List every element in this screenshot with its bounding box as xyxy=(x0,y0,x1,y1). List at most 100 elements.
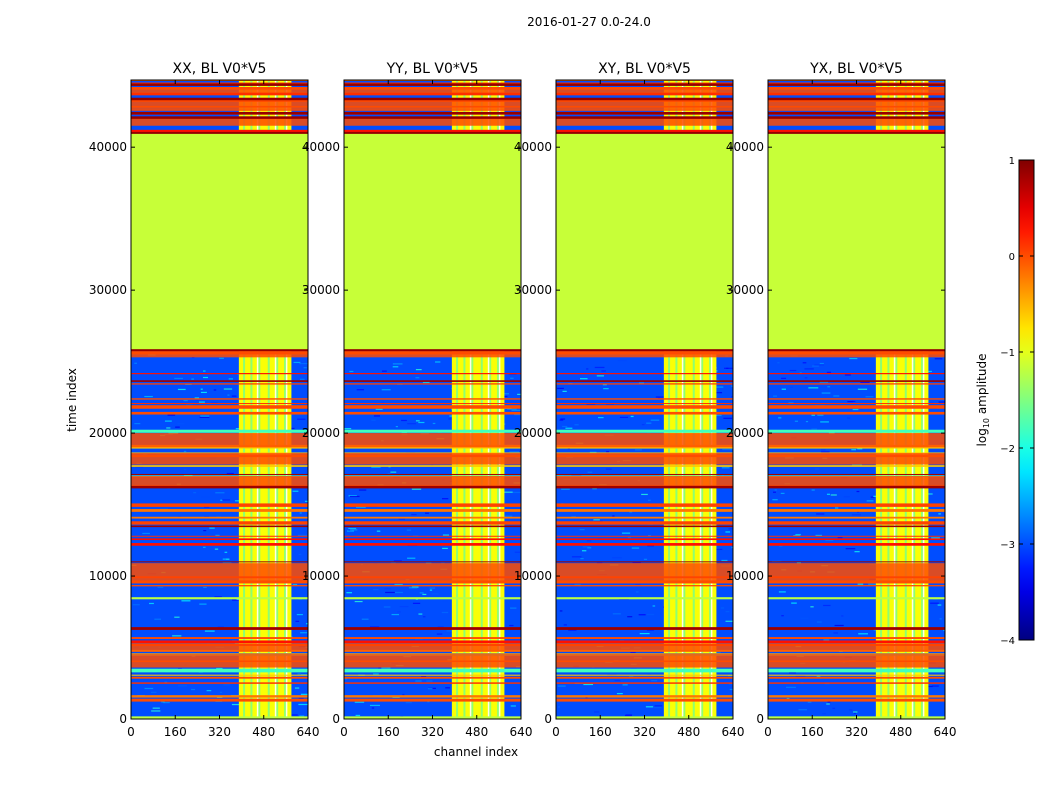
heatmap-speckle xyxy=(845,548,856,550)
heatmap-speckle xyxy=(943,629,945,631)
heatmap-speckle xyxy=(183,468,187,471)
x-tick-label: 640 xyxy=(510,725,533,739)
heatmap-speckle xyxy=(654,705,663,707)
heatmap-speckle xyxy=(728,528,733,530)
heatmap-speckle xyxy=(510,705,516,707)
heatmap-speckle xyxy=(587,710,593,712)
x-tick-label: 640 xyxy=(934,725,957,739)
heatmap-speckle xyxy=(571,556,582,558)
heatmap-speckle xyxy=(213,389,217,391)
heatmap-speckle xyxy=(399,606,409,608)
heatmap-speckle xyxy=(520,593,521,595)
heatmap-speckle xyxy=(369,626,380,628)
y-tick-label: 10000 xyxy=(726,569,764,583)
y-axis-label: time index xyxy=(65,368,79,432)
heatmap-speckle xyxy=(415,420,420,422)
heatmap-time-stripe xyxy=(131,516,308,519)
heatmap-speckle xyxy=(215,534,220,536)
x-tick-label: 480 xyxy=(252,725,275,739)
x-tick-label: 480 xyxy=(465,725,488,739)
heatmap-time-stripe xyxy=(344,473,521,475)
heatmap-speckle xyxy=(622,684,628,686)
heatmap-time-stripe xyxy=(556,383,733,385)
heatmap-speckle xyxy=(502,515,513,517)
heatmap-time-block xyxy=(556,475,733,486)
heatmap-speckle xyxy=(786,686,796,688)
heatmap-time-stripe xyxy=(344,485,521,489)
heatmap-time-stripe xyxy=(344,543,521,546)
heatmap-speckle xyxy=(562,390,567,392)
heatmap-time-stripe xyxy=(131,698,308,702)
heatmap-speckle xyxy=(621,532,631,534)
heatmap-speckle xyxy=(441,611,449,614)
heatmap-speckle xyxy=(206,690,212,692)
heatmap-speckle xyxy=(223,388,233,390)
heatmap-speckle xyxy=(375,408,383,410)
heatmap-speckle xyxy=(625,714,633,716)
heatmap-speckle xyxy=(789,672,796,674)
heatmap-speckle xyxy=(297,673,301,675)
heatmap-speckle xyxy=(804,368,814,370)
heatmap-speckle xyxy=(657,551,661,553)
heatmap-red-line xyxy=(131,97,308,101)
heatmap-speckle xyxy=(411,488,422,490)
y-tick-label: 30000 xyxy=(302,283,340,297)
heatmap-speckle xyxy=(391,613,400,616)
heatmap-speckle xyxy=(358,489,367,491)
heatmap-time-stripe xyxy=(131,580,308,584)
x-tick-label: 0 xyxy=(764,725,772,739)
heatmap-time-stripe xyxy=(344,516,521,519)
heatmap-speckle xyxy=(791,389,795,391)
heatmap-speckle xyxy=(653,706,662,709)
heatmap-time-block xyxy=(768,433,945,448)
heatmap-speckle xyxy=(222,499,231,501)
heatmap-time-block xyxy=(131,350,308,358)
y-tick-label: 10000 xyxy=(302,569,340,583)
heatmap-speckle xyxy=(601,370,606,372)
heatmap-speckle xyxy=(291,714,298,716)
colorbar-tick-label: −1 xyxy=(1000,348,1015,359)
heatmap-speckle xyxy=(606,451,610,453)
x-tick-label: 0 xyxy=(552,725,560,739)
heatmap-image xyxy=(131,80,308,719)
heatmap-speckle xyxy=(402,694,405,696)
heatmap-flagged-region xyxy=(131,132,308,351)
heatmap-speckle xyxy=(511,409,521,411)
heatmap-time-stripe xyxy=(768,465,945,467)
heatmap-speckle xyxy=(381,389,391,391)
heatmap-speckle xyxy=(183,399,188,402)
heatmap-red-line xyxy=(344,112,521,115)
heatmap-speckle xyxy=(646,422,652,424)
heatmap-speckle xyxy=(870,496,875,498)
heatmap-time-stripe xyxy=(344,452,521,454)
heatmap-speckle xyxy=(418,613,423,615)
colorbar-label-base: log xyxy=(975,428,989,446)
heatmap-speckle xyxy=(614,680,621,682)
figure-suptitle: 2016-01-27 0.0-24.0 xyxy=(527,15,651,29)
heatmap-time-stripe xyxy=(344,561,521,563)
heatmap-time-stripe xyxy=(768,668,945,673)
heatmap-flagged-edge xyxy=(344,349,521,352)
heatmap-speckle xyxy=(427,701,430,703)
heatmap-time-stripe xyxy=(131,92,308,96)
heatmap-time-stripe xyxy=(344,521,521,525)
heatmap-time-stripe xyxy=(344,597,521,600)
heatmap-time-stripe xyxy=(131,538,308,541)
x-tick-label: 160 xyxy=(164,725,187,739)
heatmap-speckle xyxy=(814,364,825,366)
panel-title: YY, BL V0*V5 xyxy=(386,61,479,77)
heatmap-speckle xyxy=(560,418,566,420)
heatmap-speckle xyxy=(392,366,399,368)
heatmap-speckle xyxy=(292,490,299,492)
heatmap-time-stripe xyxy=(768,597,945,600)
heatmap-time-stripe xyxy=(768,585,945,587)
heatmap-time-block xyxy=(768,453,945,465)
x-tick-label: 320 xyxy=(421,725,444,739)
heatmap-time-block xyxy=(768,350,945,358)
heatmap-time-stripe xyxy=(344,383,521,385)
heatmap-speckle xyxy=(405,702,412,704)
heatmap-speckle xyxy=(151,710,161,712)
heatmap-speckle xyxy=(559,419,564,421)
heatmap-speckle xyxy=(349,370,354,373)
colorbar-gradient xyxy=(1018,159,1035,641)
